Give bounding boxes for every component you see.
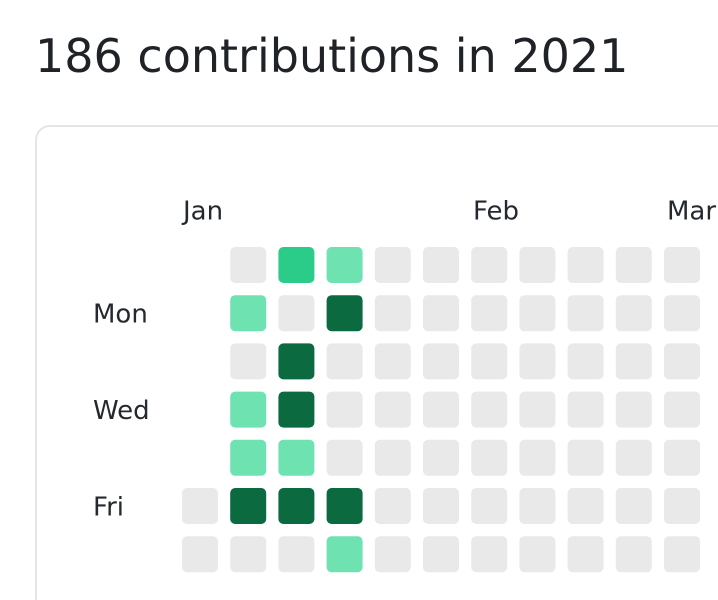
day-cell [230, 391, 267, 428]
day-cell [471, 247, 508, 283]
day-cell [615, 391, 652, 428]
day-cell [664, 247, 700, 283]
day-cell [519, 536, 556, 573]
day-cell [519, 343, 556, 380]
day-cell [615, 343, 652, 380]
day-cell [567, 295, 604, 332]
day-cell [230, 536, 267, 573]
calendar: Jan Feb Mar Mon Wed Fri [93, 197, 716, 573]
day-cell [567, 391, 604, 428]
day-cell [615, 536, 652, 573]
day-cell [326, 391, 363, 428]
day-cell [278, 343, 315, 380]
day-cell [374, 439, 411, 476]
day-cell [374, 343, 411, 380]
day-cell [230, 343, 267, 380]
day-cell [664, 439, 700, 476]
day-cell [230, 488, 267, 524]
day-cell [471, 439, 508, 476]
day-cell [664, 536, 700, 573]
day-cell [471, 488, 508, 524]
day-cell [374, 247, 411, 283]
contributions-title: 186 contributions in 2021 [35, 29, 628, 83]
day-cell [615, 488, 652, 524]
day-label: Mon [93, 300, 148, 330]
day-cell [567, 247, 604, 283]
day-cell [423, 391, 459, 428]
day-cell [664, 295, 700, 332]
day-cell [471, 343, 508, 380]
day-cell [278, 247, 315, 283]
day-cell [278, 488, 315, 524]
day-cell [374, 391, 411, 428]
day-label: Fri [93, 493, 124, 523]
day-cell [423, 439, 459, 476]
day-cell [230, 439, 267, 476]
day-cell [326, 247, 363, 283]
day-cell [182, 488, 218, 524]
day-label: Wed [93, 396, 150, 426]
day-cell [423, 247, 459, 283]
month-label: Mar [667, 197, 716, 227]
month-label: Feb [473, 197, 519, 227]
day-cell [326, 536, 363, 573]
day-cell [471, 536, 508, 573]
day-cell [326, 439, 363, 476]
day-cell [664, 343, 700, 380]
day-cell [230, 247, 267, 283]
day-cell [519, 247, 556, 283]
day-cell [423, 343, 459, 380]
day-cell [326, 488, 363, 524]
day-cell [278, 391, 315, 428]
day-cell [326, 295, 363, 332]
day-cell [471, 295, 508, 332]
day-cell [471, 391, 508, 428]
day-cell [615, 247, 652, 283]
day-cell [615, 295, 652, 332]
day-cell [519, 295, 556, 332]
day-cell [230, 295, 267, 332]
day-cell [519, 488, 556, 524]
day-cell [374, 295, 411, 332]
day-cell [615, 439, 652, 476]
day-cell [567, 439, 604, 476]
day-cell [423, 488, 459, 524]
day-cell [664, 488, 700, 524]
day-cell [664, 391, 700, 428]
day-cell [278, 536, 315, 573]
day-cell [423, 536, 459, 573]
month-label: Jan [181, 197, 223, 227]
day-cell [182, 536, 218, 573]
day-cell [326, 343, 363, 380]
day-cell [519, 391, 556, 428]
day-cell [423, 295, 459, 332]
day-cell [567, 488, 604, 524]
day-cell [278, 439, 315, 476]
day-cell [374, 536, 411, 573]
day-cell [519, 439, 556, 476]
day-cell [278, 295, 315, 332]
day-cell [567, 343, 604, 380]
day-cell [374, 488, 411, 524]
day-cell [567, 536, 604, 573]
